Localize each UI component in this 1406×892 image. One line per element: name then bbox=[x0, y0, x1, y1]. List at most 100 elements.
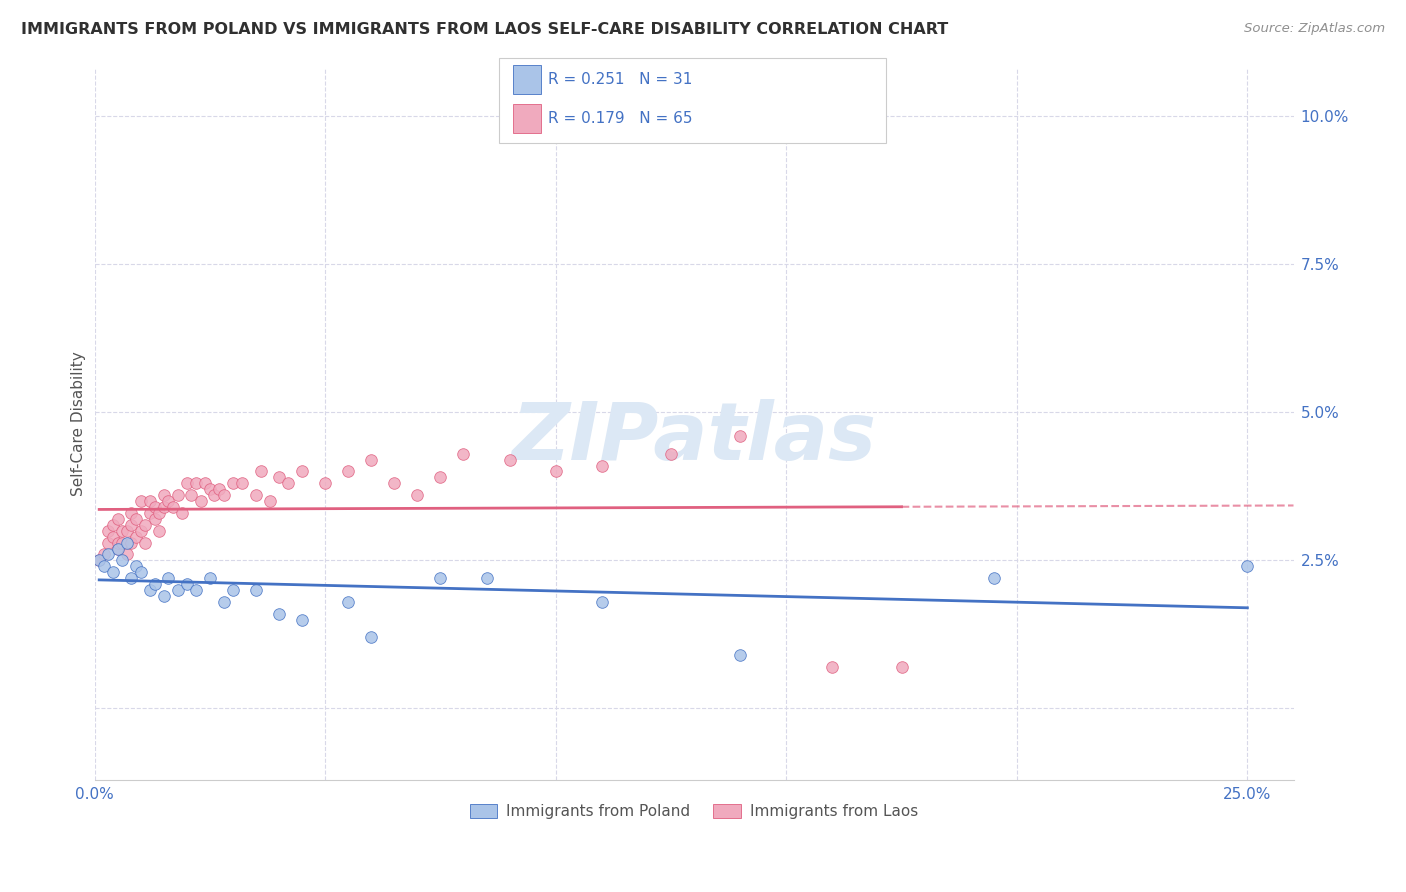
Point bbox=[143, 500, 166, 514]
Point bbox=[134, 517, 156, 532]
Point bbox=[184, 476, 207, 491]
Point bbox=[429, 571, 451, 585]
Point bbox=[249, 465, 271, 479]
Point bbox=[139, 506, 162, 520]
Point bbox=[360, 631, 382, 645]
Point bbox=[821, 660, 844, 674]
Point bbox=[143, 512, 166, 526]
Point bbox=[121, 571, 143, 585]
Point bbox=[115, 524, 138, 538]
Y-axis label: Self-Care Disability: Self-Care Disability bbox=[72, 351, 86, 497]
Text: IMMIGRANTS FROM POLAND VS IMMIGRANTS FROM LAOS SELF-CARE DISABILITY CORRELATION : IMMIGRANTS FROM POLAND VS IMMIGRANTS FRO… bbox=[21, 22, 948, 37]
Point bbox=[157, 571, 180, 585]
Point bbox=[267, 470, 290, 484]
Point bbox=[208, 482, 231, 496]
Point bbox=[659, 447, 682, 461]
Point bbox=[166, 582, 188, 597]
Point bbox=[107, 535, 129, 549]
Point bbox=[125, 559, 148, 574]
Point bbox=[728, 648, 751, 662]
Point bbox=[291, 613, 314, 627]
Point bbox=[101, 530, 124, 544]
Text: ZIPatlas: ZIPatlas bbox=[512, 400, 876, 477]
Text: R = 0.251   N = 31: R = 0.251 N = 31 bbox=[548, 72, 693, 87]
Point bbox=[125, 530, 148, 544]
Point bbox=[176, 577, 198, 591]
Point bbox=[890, 660, 912, 674]
Point bbox=[231, 476, 253, 491]
Point bbox=[1236, 559, 1258, 574]
Point bbox=[498, 452, 520, 467]
Point bbox=[983, 571, 1005, 585]
Point bbox=[544, 465, 567, 479]
Point bbox=[337, 595, 360, 609]
Point bbox=[162, 500, 184, 514]
Point bbox=[172, 506, 194, 520]
Point bbox=[360, 452, 382, 467]
Point bbox=[180, 488, 202, 502]
Point bbox=[591, 458, 613, 473]
Point bbox=[129, 565, 152, 579]
Point bbox=[245, 582, 267, 597]
Point bbox=[475, 571, 498, 585]
Point bbox=[382, 476, 405, 491]
Point bbox=[115, 548, 138, 562]
Point bbox=[194, 476, 217, 491]
Point bbox=[314, 476, 336, 491]
Point bbox=[93, 548, 115, 562]
Point bbox=[111, 553, 134, 567]
Point bbox=[89, 553, 111, 567]
Point bbox=[245, 488, 267, 502]
Point bbox=[222, 476, 245, 491]
Point bbox=[204, 488, 226, 502]
Point bbox=[97, 548, 120, 562]
Point bbox=[121, 517, 143, 532]
Point bbox=[107, 541, 129, 556]
Point bbox=[111, 524, 134, 538]
Text: R = 0.179   N = 65: R = 0.179 N = 65 bbox=[548, 112, 693, 126]
Point bbox=[139, 494, 162, 508]
Point bbox=[107, 541, 129, 556]
Point bbox=[152, 589, 174, 603]
Legend: Immigrants from Poland, Immigrants from Laos: Immigrants from Poland, Immigrants from … bbox=[464, 798, 925, 825]
Text: Source: ZipAtlas.com: Source: ZipAtlas.com bbox=[1244, 22, 1385, 36]
Point bbox=[429, 470, 451, 484]
Point bbox=[111, 535, 134, 549]
Point bbox=[267, 607, 290, 621]
Point bbox=[291, 465, 314, 479]
Point bbox=[152, 488, 174, 502]
Point bbox=[129, 524, 152, 538]
Point bbox=[212, 488, 235, 502]
Point bbox=[212, 595, 235, 609]
Point bbox=[337, 465, 360, 479]
Point bbox=[148, 506, 170, 520]
Point bbox=[134, 535, 156, 549]
Point bbox=[406, 488, 429, 502]
Point bbox=[198, 482, 221, 496]
Point bbox=[101, 517, 124, 532]
Point bbox=[198, 571, 221, 585]
Point bbox=[152, 500, 174, 514]
Point bbox=[121, 535, 143, 549]
Point bbox=[101, 565, 124, 579]
Point bbox=[184, 582, 207, 597]
Point bbox=[97, 535, 120, 549]
Point bbox=[222, 582, 245, 597]
Point bbox=[121, 506, 143, 520]
Point bbox=[97, 524, 120, 538]
Point bbox=[125, 512, 148, 526]
Point bbox=[166, 488, 188, 502]
Point bbox=[190, 494, 212, 508]
Point bbox=[115, 535, 138, 549]
Point bbox=[591, 595, 613, 609]
Point bbox=[148, 524, 170, 538]
Point bbox=[143, 577, 166, 591]
Point bbox=[277, 476, 299, 491]
Point bbox=[728, 429, 751, 443]
Point bbox=[107, 512, 129, 526]
Point bbox=[453, 447, 475, 461]
Point bbox=[129, 494, 152, 508]
Point bbox=[176, 476, 198, 491]
Point bbox=[259, 494, 281, 508]
Point bbox=[157, 494, 180, 508]
